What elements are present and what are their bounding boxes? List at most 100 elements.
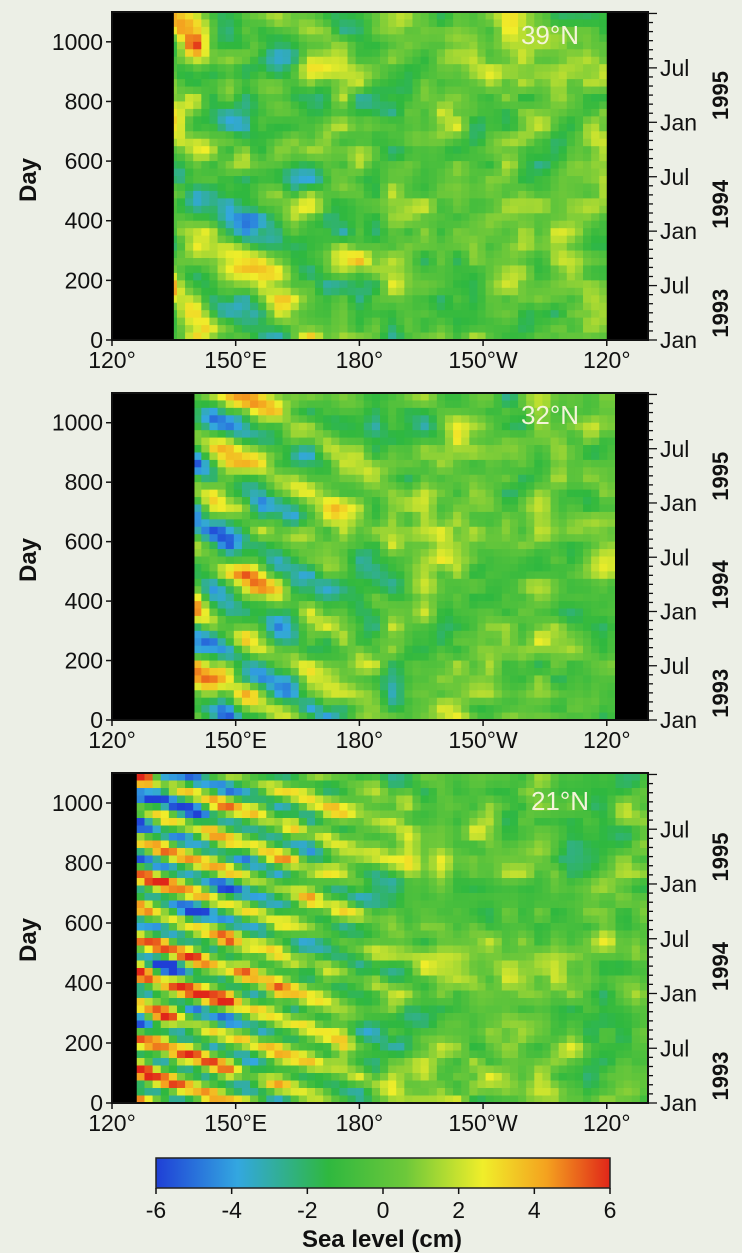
- heatmap-cell: [444, 437, 454, 446]
- heatmap-cell: [453, 534, 462, 543]
- heatmap-cell: [461, 116, 470, 125]
- heatmap-cell: [290, 608, 300, 617]
- heatmap-cell: [461, 168, 470, 177]
- heatmap-cell: [420, 19, 430, 28]
- heatmap-cell: [315, 497, 324, 506]
- heatmap-cell: [591, 41, 600, 50]
- heatmap-cell: [266, 108, 276, 117]
- heatmap-cell: [355, 79, 365, 88]
- heatmap-cell: [331, 190, 340, 199]
- heatmap-cell: [217, 116, 227, 125]
- heatmap-cell: [542, 101, 552, 110]
- heatmap-cell: [542, 12, 552, 21]
- heatmap-cell: [501, 213, 511, 222]
- heatmap-cell: [290, 258, 300, 267]
- heatmap-cell: [217, 280, 227, 289]
- heatmap-cell: [526, 213, 535, 222]
- heatmap-cell: [225, 519, 235, 528]
- heatmap-cell: [185, 71, 194, 80]
- heatmap-cell: [209, 332, 219, 341]
- heatmap-cell: [315, 660, 324, 669]
- heatmap-cell: [428, 400, 438, 409]
- heatmap-cell: [323, 489, 332, 498]
- heatmap-cell: [469, 415, 479, 424]
- heatmap-cell: [250, 563, 259, 572]
- heatmap-cell: [469, 332, 479, 341]
- heatmap-cell: [331, 474, 340, 483]
- heatmap-cell: [306, 400, 316, 409]
- heatmap-cell: [509, 325, 519, 334]
- heatmap-cell: [250, 146, 259, 155]
- heatmap-cell: [493, 190, 503, 199]
- heatmap-cell: [566, 310, 576, 319]
- heatmap-cell: [396, 437, 405, 446]
- heatmap-cell: [241, 94, 251, 103]
- land-mask: [112, 12, 174, 340]
- heatmap-cell: [282, 176, 292, 185]
- heatmap-cell: [550, 332, 560, 341]
- heatmap-cell: [282, 541, 292, 550]
- heatmap-cell: [323, 161, 332, 170]
- heatmap-cell: [258, 146, 267, 155]
- heatmap-cell: [461, 41, 470, 50]
- heatmap-cell: [201, 697, 211, 706]
- heatmap-cell: [290, 220, 300, 229]
- heatmap-cell: [201, 556, 211, 565]
- heatmap-cell: [518, 123, 527, 132]
- heatmap-cell: [274, 615, 284, 624]
- heatmap-cell: [363, 168, 373, 177]
- heatmap-cell: [258, 56, 267, 65]
- heatmap-cell: [347, 578, 357, 587]
- heatmap-cell: [436, 258, 446, 267]
- heatmap-cell: [412, 56, 422, 65]
- heatmap-cell: [258, 183, 267, 192]
- heatmap-cell: [518, 168, 527, 177]
- heatmap-cell: [282, 101, 292, 110]
- heatmap-cell: [209, 608, 219, 617]
- heatmap-cell: [453, 19, 462, 28]
- heatmap-cell: [436, 504, 446, 513]
- heatmap-cell: [176, 12, 186, 21]
- heatmap-cell: [355, 593, 365, 602]
- heatmap-cell: [550, 280, 560, 289]
- heatmap-cell: [274, 56, 284, 65]
- heatmap-cell: [485, 265, 495, 274]
- heatmap-cell: [315, 541, 324, 550]
- heatmap-cell: [298, 400, 308, 409]
- heatmap-cell: [315, 615, 324, 624]
- heatmap-cell: [250, 176, 259, 185]
- heatmap-cell: [233, 94, 243, 103]
- heatmap-cell: [428, 653, 438, 662]
- heatmap-cell: [420, 220, 430, 229]
- heatmap-cell: [428, 198, 438, 207]
- heatmap-cell: [298, 64, 308, 73]
- heatmap-cell: [461, 482, 470, 491]
- heatmap-cell: [534, 213, 544, 222]
- heatmap-cell: [574, 161, 584, 170]
- heatmap-cell: [363, 549, 373, 558]
- heatmap-cell: [518, 161, 527, 170]
- heatmap-cell: [323, 280, 332, 289]
- heatmap-cell: [298, 697, 308, 706]
- heatmap-cell: [428, 205, 438, 214]
- heatmap-cell: [550, 12, 560, 21]
- heatmap-cell: [347, 205, 357, 214]
- heatmap-cell: [412, 511, 422, 520]
- heatmap-cell: [477, 190, 487, 199]
- month-label: Jul: [660, 164, 689, 190]
- heatmap-cell: [566, 332, 576, 341]
- heatmap-cell: [339, 116, 349, 125]
- heatmap-cell: [380, 400, 389, 409]
- heatmap-cell: [363, 630, 373, 639]
- heatmap-cell: [315, 504, 324, 513]
- heatmap-cell: [201, 667, 211, 677]
- heatmap-cell: [339, 467, 349, 476]
- heatmap-cell: [404, 258, 414, 267]
- heatmap-cell: [241, 660, 251, 669]
- heatmap-cell: [461, 534, 470, 543]
- heatmap-cell: [331, 675, 340, 684]
- heatmap-cell: [250, 452, 259, 461]
- heatmap-cell: [258, 697, 267, 706]
- heatmap-cell: [436, 682, 446, 691]
- heatmap-cell: [599, 317, 608, 326]
